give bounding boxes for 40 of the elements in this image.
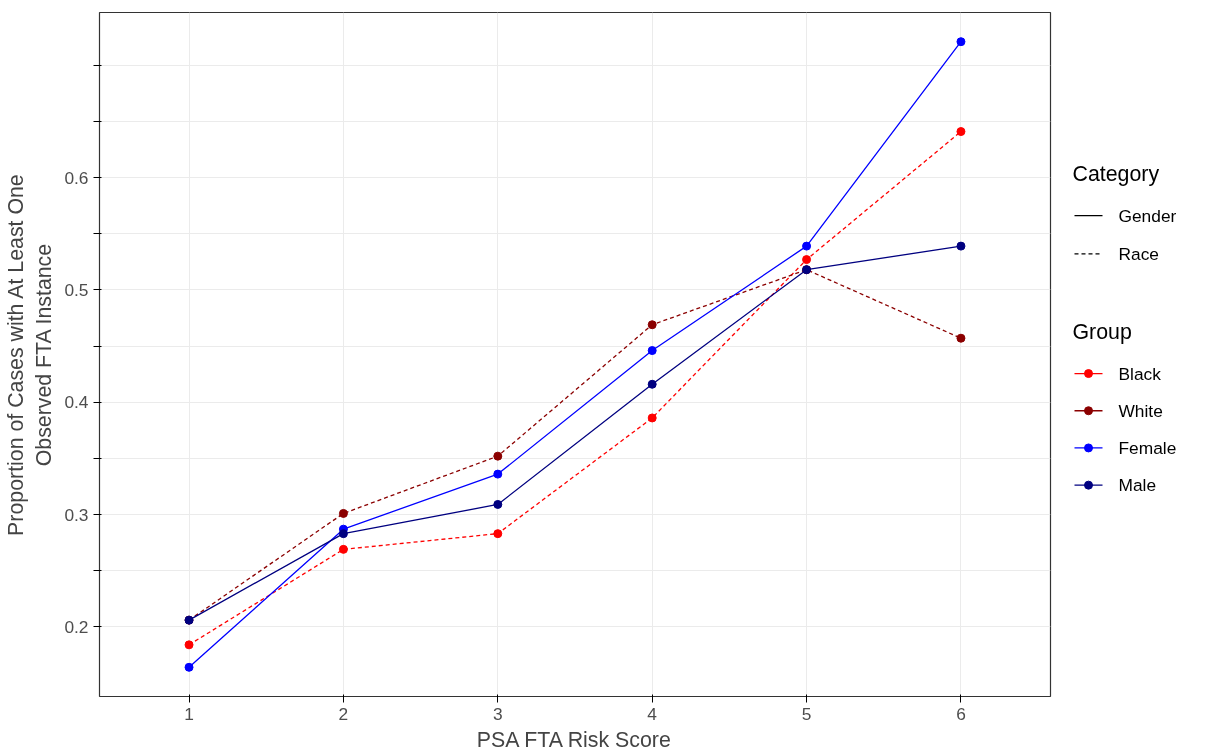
x-tick-label: 6 — [956, 703, 966, 724]
legend-label: Female — [1118, 437, 1177, 458]
point — [493, 499, 503, 509]
point — [493, 529, 503, 539]
text: Group — [1072, 319, 1132, 344]
y-tick-label: 0.5 — [64, 279, 89, 300]
point — [956, 241, 966, 251]
text: Gender — [1118, 205, 1177, 226]
point — [956, 333, 966, 343]
point — [493, 451, 503, 461]
x-tick-label: 3 — [492, 703, 503, 724]
y-tick-label: 0.2 — [64, 616, 89, 637]
y-tick-label: 0.3 — [64, 504, 89, 525]
point — [338, 508, 348, 518]
point — [802, 255, 812, 265]
point — [338, 529, 348, 539]
point — [184, 640, 194, 650]
y-axis-title: Proportion of Cases with At Least One Observed FTA Instance — [3, 174, 57, 536]
x-tick-label: 5 — [801, 703, 812, 724]
point — [647, 346, 657, 356]
point — [956, 127, 966, 137]
point — [647, 320, 657, 330]
x-tick-label: 2 — [338, 703, 349, 724]
x-axis-title: PSA FTA Risk Score — [476, 727, 671, 752]
x-tick-label: 4 — [647, 703, 658, 724]
text: Category — [1072, 161, 1160, 186]
legend-label: Black — [1118, 363, 1162, 384]
y-tick-label: 0.6 — [64, 167, 89, 188]
point — [493, 469, 503, 479]
legend-label: Male — [1118, 475, 1157, 496]
legend-label: White — [1118, 400, 1163, 421]
point — [647, 413, 657, 423]
point — [338, 544, 348, 554]
point — [956, 37, 966, 47]
y-tick-label: 0.4 — [64, 392, 89, 413]
point — [184, 662, 194, 672]
point — [802, 241, 812, 251]
point — [647, 379, 657, 389]
x-tick-label: 1 — [184, 703, 194, 724]
text: Race — [1118, 243, 1159, 264]
